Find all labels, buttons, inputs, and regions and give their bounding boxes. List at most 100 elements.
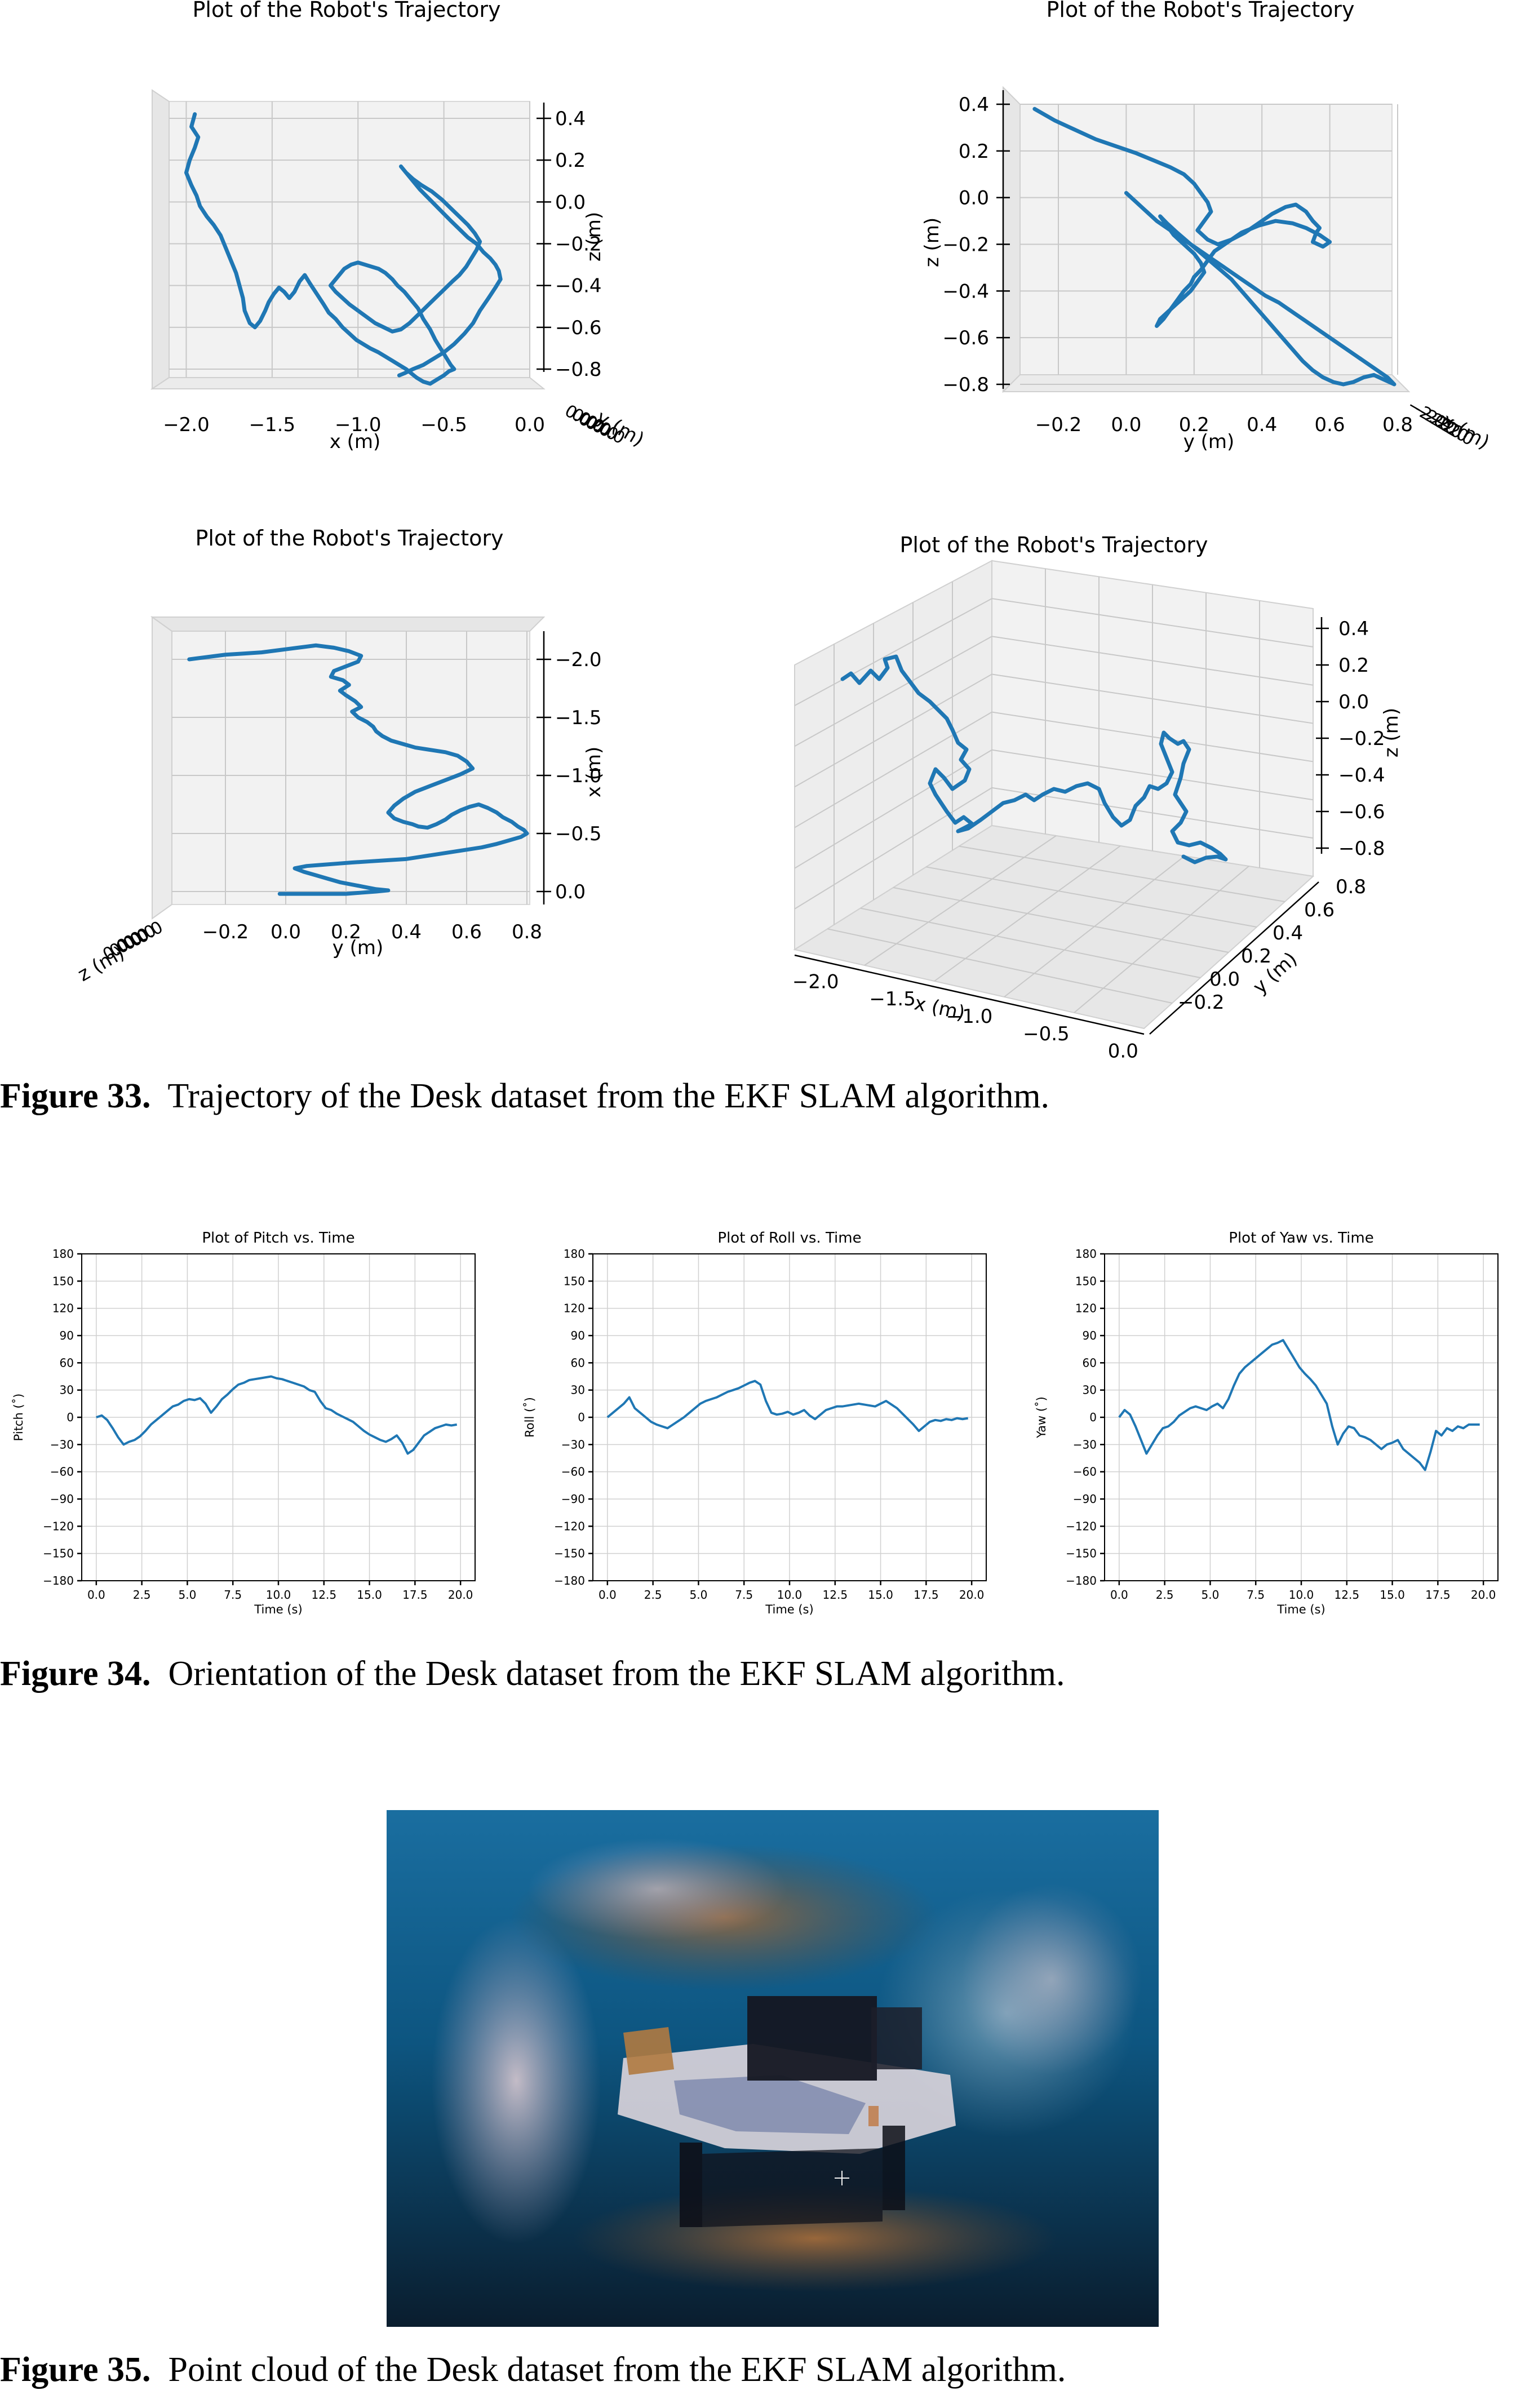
x-tick-label: 0.0: [87, 1588, 105, 1602]
z-tick-label: 0.0: [1338, 691, 1369, 713]
x-tick-label: 0.0: [1110, 1588, 1128, 1602]
z-tick-label: −0.8: [555, 358, 602, 381]
z-tick-label: −0.4: [942, 280, 989, 303]
grid-line: [794, 711, 1314, 828]
x-tick-label: −2.0: [163, 414, 210, 436]
yaw-chart: Plot of Yaw vs. Time 180 150 120 90 60 30 0 −30 −…: [1035, 1230, 1499, 1616]
x-tick-label: 2.5: [133, 1588, 151, 1602]
y-tick-label: 90: [1083, 1329, 1097, 1342]
top-wall-haze: [527, 1838, 787, 1940]
x-tick-label: 2.5: [644, 1588, 662, 1602]
desk-leg-right: [883, 2126, 905, 2210]
y-tick-label: −120: [1066, 1519, 1097, 1533]
x-tick-label: 10.0: [1289, 1588, 1314, 1602]
roll-chart: Plot of Roll vs. Time 180 150 120 90 60 30 0 −30…: [523, 1230, 987, 1616]
x-tick-label: −0.5: [420, 414, 467, 436]
z-tick-label: −0.6: [555, 317, 602, 339]
pitch-chart: Plot of Pitch vs. Time 180 150 120 90 60 30 0 −3…: [12, 1230, 476, 1616]
z-tick-label: 0.0: [959, 187, 989, 210]
z-tick-label: −0.4: [555, 275, 602, 298]
x-tick-label: 5.0: [690, 1588, 708, 1602]
desk-clutter: [674, 2075, 866, 2134]
y-tick-label: 0.6: [1304, 899, 1335, 921]
grid-line: [926, 866, 1257, 928]
y-tick-label: 150: [564, 1274, 585, 1288]
chair: [623, 2027, 674, 2075]
grid-line: [827, 928, 1173, 1004]
y-tick-label: 60: [1083, 1356, 1097, 1369]
mug: [868, 2106, 879, 2126]
caption-label: Figure 35.: [0, 2351, 151, 2389]
y-tick-label: −0.2: [202, 921, 249, 943]
y-tick-label: −60: [50, 1465, 74, 1479]
x-axis-label: x (m): [912, 992, 967, 1025]
z-tick-label: −0.4: [1338, 764, 1385, 787]
caption-text: Trajectory of the Desk dataset from the …: [167, 1077, 1050, 1115]
x-tick-label: 17.5: [1425, 1588, 1451, 1602]
z-tick-label: 0.2: [555, 149, 586, 172]
x-tick-label: −1.5: [249, 414, 296, 436]
z-axis-label: z (m): [921, 218, 943, 267]
x-tick-label: −1.0: [335, 414, 382, 436]
grid-line: [794, 749, 1314, 869]
y-tick-label: 180: [1075, 1247, 1097, 1261]
caption-text: Orientation of the Desk dataset from the…: [168, 1655, 1065, 1693]
x-tick-label: 7.5: [224, 1588, 242, 1602]
y-tick-label: 0.4: [391, 921, 422, 943]
x-tick-label: 20.0: [448, 1588, 473, 1602]
figure-34-plots: Plot of Pitch vs. Time 180 150 120 90 60 30 0 −3…: [12, 1230, 1499, 1616]
x-tick-label: 12.5: [312, 1588, 337, 1602]
y-tick-label: 0: [578, 1411, 585, 1424]
x-tick-label: 12.5: [1335, 1588, 1360, 1602]
x-tick-label: 10.0: [266, 1588, 291, 1602]
top-pane: [150, 617, 546, 632]
z-tick-label: −0.6: [942, 327, 989, 349]
chart-title: Plot of the Robot's Trajectory: [1046, 0, 1354, 22]
grid-line: [860, 907, 1201, 978]
chart-title: Plot of the Robot's Trajectory: [192, 0, 500, 22]
grid-line: [794, 598, 1314, 707]
y-tick-label: 120: [1075, 1302, 1097, 1315]
z-tick-label: 0.4: [555, 108, 586, 130]
figure-33-caption: Figure 33. Trajectory of the Desk datase…: [0, 1076, 1049, 1116]
plot-frame: [81, 1253, 476, 1581]
series-line: [96, 1375, 458, 1455]
y-tick-label: −180: [1066, 1574, 1097, 1587]
x-tick-label: 7.5: [1247, 1588, 1265, 1602]
caption-label: Figure 34.: [0, 1655, 151, 1693]
x-tick-label: 5.0: [1202, 1588, 1220, 1602]
z-tick-label: 0.2: [1338, 654, 1369, 677]
x-tick-label: −0.5: [1023, 1023, 1070, 1045]
x-tick-label: 17.5: [402, 1588, 428, 1602]
y-tick-label: −90: [50, 1492, 74, 1506]
x-axis-label: x (m): [583, 747, 605, 798]
z-tick-label: −0.2: [942, 234, 989, 256]
monitor-right: [871, 2007, 922, 2069]
x-tick-label: −1.5: [555, 707, 602, 729]
y-tick-label: 0.0: [271, 921, 301, 943]
x-tick-label: −2.0: [555, 649, 602, 671]
z-tick-label: −0.8: [1338, 837, 1385, 860]
x-axis-label: Time (s): [1276, 1603, 1325, 1616]
x-tick-label: 17.5: [914, 1588, 939, 1602]
figure-34-caption: Figure 34. Orientation of the Desk datas…: [0, 1654, 1065, 1694]
monitor: [747, 1996, 877, 2081]
x-tick-label: 15.0: [357, 1588, 382, 1602]
y-tick-label: −120: [43, 1519, 74, 1533]
x-tick-label: 0.0: [1108, 1040, 1138, 1059]
y-tick-label: 0.0: [1209, 968, 1240, 991]
y-tick-label: 0.8: [1336, 876, 1366, 898]
point-cloud-image: [387, 1810, 1159, 2327]
x-tick-label: 0.0: [515, 414, 545, 436]
series-line: [606, 1380, 969, 1433]
right-wall-haze: [961, 1883, 1142, 2075]
traj-panel-3d: Plot of the Robot's Trajectory 0.40.20.0…: [792, 533, 1403, 1059]
x-tick-label: 15.0: [1380, 1588, 1405, 1602]
y-axis-label: y (m): [333, 937, 384, 959]
x-tick-label: −1.5: [869, 988, 916, 1010]
y-tick-label: 120: [564, 1302, 585, 1315]
x-tick-label: 10.0: [777, 1588, 803, 1602]
floor-pane: [152, 89, 170, 390]
bottom-pane: [1001, 374, 1411, 392]
y-tick-label: 30: [1083, 1383, 1097, 1397]
